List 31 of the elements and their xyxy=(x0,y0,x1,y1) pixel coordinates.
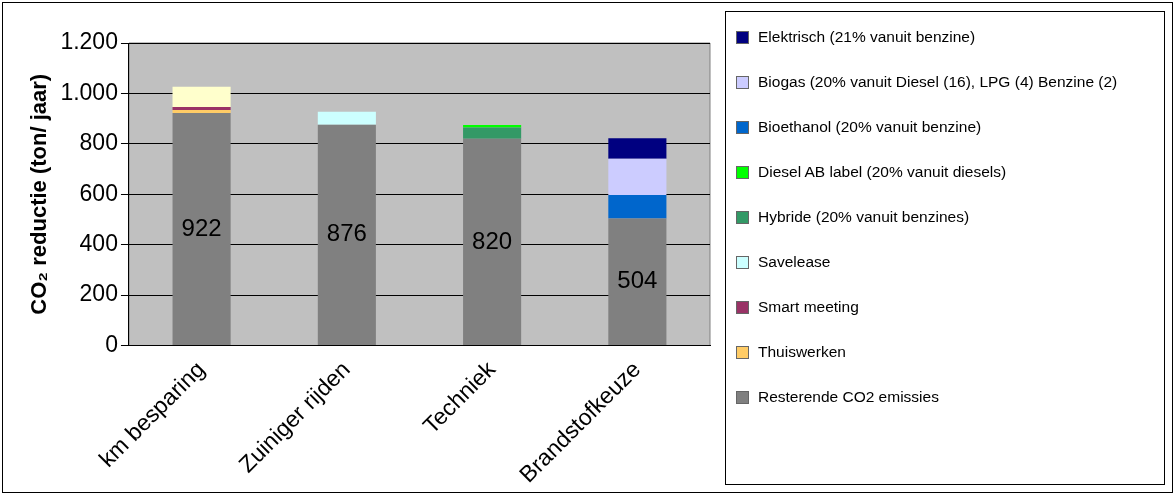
bar xyxy=(317,124,376,345)
bar xyxy=(608,158,667,195)
data-label: 820 xyxy=(472,226,513,254)
legend-label: Biogas (20% vanuit Diesel (16), LPG (4) Benzine (2) xyxy=(758,73,1118,90)
y-tick-label: 600 xyxy=(79,179,118,206)
bar xyxy=(608,138,667,159)
legend-label: Bioethanol (20% vanuit benzine) xyxy=(758,118,982,135)
bar xyxy=(608,194,667,219)
legend-label: Hybride (20% vanuit benzines) xyxy=(758,208,970,225)
legend-label: Elektrisch (21% vanuit benzine) xyxy=(758,28,976,45)
y-tick-label: 0 xyxy=(105,330,118,357)
y-tick-label: 1.000 xyxy=(60,78,118,105)
legend-label: Thuiswerken xyxy=(758,343,846,360)
bar xyxy=(172,113,231,345)
legend-label: Savelease xyxy=(758,253,831,270)
legend-label: Diesel AB label (20% vanuit diesels) xyxy=(758,163,1007,180)
data-label: 504 xyxy=(617,266,658,294)
bar xyxy=(608,218,667,345)
legend-label: Resterende CO2 emissies xyxy=(758,388,939,405)
y-tick-label: 800 xyxy=(79,129,118,156)
data-label: 922 xyxy=(181,213,222,241)
bar xyxy=(463,127,522,139)
y-axis-title: CO₂ reductie (ton/ jaar) xyxy=(26,73,52,315)
data-label: 876 xyxy=(326,219,367,247)
bar xyxy=(463,138,522,345)
y-tick-label: 200 xyxy=(79,280,118,307)
bar xyxy=(317,111,376,125)
legend-label: Smart meeting xyxy=(758,298,859,315)
bar xyxy=(172,86,231,108)
y-tick-label: 1.200 xyxy=(60,28,118,55)
y-tick-label: 400 xyxy=(79,229,118,256)
